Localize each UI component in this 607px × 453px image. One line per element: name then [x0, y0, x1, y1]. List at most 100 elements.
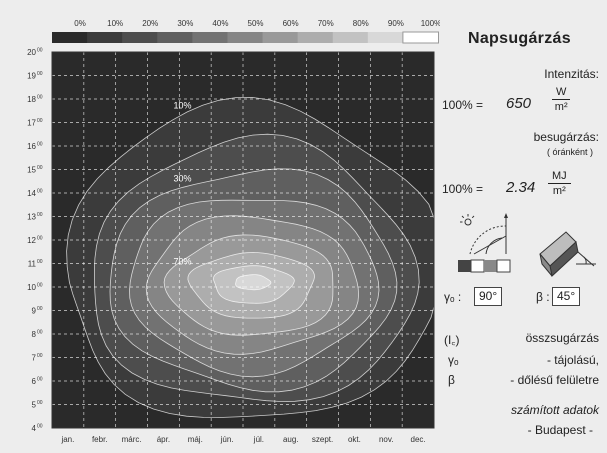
colorbar-tick-label: 10% [107, 19, 123, 28]
y-tick-label: 12 [27, 236, 36, 245]
irradiation-sub: ( óránként ) [546, 147, 593, 157]
x-tick-label: dec. [411, 435, 426, 444]
colorbar-tick-label: 100% [421, 19, 440, 28]
y-tick-suffix: 00 [37, 165, 43, 171]
colorbar-swatch [227, 32, 264, 43]
intensity-label: Intenzitás: [544, 67, 599, 81]
intensity-unit: W m² [552, 86, 571, 113]
y-tick-suffix: 00 [37, 71, 43, 77]
irradiation-label: besugárzás: [533, 130, 599, 144]
y-tick-suffix: 00 [37, 212, 43, 218]
irradiation-unit: MJ m² [548, 170, 571, 197]
orientation-sun-icon [458, 213, 511, 273]
y-tick-label: 9 [32, 307, 37, 316]
plot-border [51, 51, 435, 429]
colorbar-tick-label: 20% [142, 19, 158, 28]
y-tick-suffix: 00 [37, 259, 43, 265]
y-tick-label: 4 [32, 424, 37, 433]
x-tick-label: jún. [220, 435, 234, 444]
colorbar-tick-label: 0% [74, 19, 86, 28]
gamma-value-field: 90° [474, 287, 503, 306]
y-tick-label: 13 [27, 213, 36, 222]
footer-computed: számított adatok [510, 403, 599, 417]
colorbar-swatch [52, 32, 88, 43]
x-tick-label: júl. [253, 435, 264, 444]
y-tick-suffix: 00 [37, 424, 43, 430]
legend-sym-2: γₒ [448, 353, 459, 367]
legend-sym-3: β [448, 373, 455, 387]
y-tick-suffix: 00 [37, 306, 43, 312]
y-tick-label: 14 [27, 189, 36, 198]
irradiation-unit-num: MJ [548, 170, 571, 184]
x-tick-label: jan. [60, 435, 74, 444]
y-tick-label: 11 [28, 260, 37, 269]
colorbar-tick-label: 70% [318, 19, 334, 28]
colorbar-swatch [122, 32, 158, 43]
y-tick-label: 15 [27, 166, 36, 175]
legend-text-2: - tájolású, [546, 353, 599, 367]
legend-text-3: - dőlésű felületre [510, 373, 599, 387]
y-tick-label: 6 [32, 377, 37, 386]
irradiation-heatmap-chart: 0% 10% 20% 30% 40% 50% 60% 70% 80% 90% 100% 10% 30%… [27, 19, 440, 445]
colorbar-swatch [262, 32, 299, 43]
x-tick-label: febr. [92, 435, 108, 444]
intensity-unit-den: m² [554, 101, 568, 113]
y-tick-label: 7 [32, 354, 37, 363]
tilted-surface-icon [539, 231, 596, 277]
y-tick-suffix: 00 [37, 48, 43, 54]
y-tick-suffix: 00 [37, 400, 43, 406]
colorbar-tick-label: 60% [283, 19, 299, 28]
y-tick-label: 10 [27, 283, 36, 292]
x-tick-label: máj. [188, 435, 203, 444]
colorbar-tick-label: 50% [248, 19, 264, 28]
irradiation-unit-den: m² [552, 185, 566, 197]
y-tick-suffix: 00 [37, 236, 43, 242]
x-tick-label: okt. [348, 435, 361, 444]
colorbar-swatch [332, 32, 369, 43]
x-tick-label: ápr. [157, 435, 170, 444]
colorbar-swatch [157, 32, 193, 43]
y-tick-label: 5 [32, 401, 37, 410]
contour-label-30: 30% [174, 173, 192, 183]
plot-area: 10% 30% 70% [51, 51, 435, 429]
y-tick-label: 8 [32, 330, 37, 339]
colorbar-tick-label: 80% [353, 19, 369, 28]
colorbar: 0% 10% 20% 30% 40% 50% 60% 70% 80% 90% 100% [52, 19, 440, 44]
legend-sym-1: (I꜀) [444, 333, 460, 347]
colorbar-swatch [402, 31, 439, 44]
x-tick-label: szept. [312, 435, 333, 444]
info-panel: Napsugárzás Intenzitás: 100% = 650 W m² … [440, 0, 607, 453]
y-tick-suffix: 00 [37, 189, 43, 195]
chart-title: Napsugárzás [468, 30, 571, 47]
y-tick-suffix: 00 [37, 377, 43, 383]
y-tick-suffix: 00 [37, 95, 43, 101]
y-tick-label: 20 [27, 48, 36, 57]
y-tick-suffix: 00 [37, 283, 43, 289]
colorbar-tick-label: 40% [212, 19, 228, 28]
footer-location: - Budapest - [527, 423, 593, 437]
colorbar-swatch [192, 32, 228, 43]
y-tick-label: 18 [27, 95, 36, 104]
colorbar-swatch [297, 32, 334, 43]
y-tick-label: 16 [27, 142, 36, 151]
y-tick-suffix: 00 [37, 142, 43, 148]
y-tick-label: 19 [27, 72, 36, 81]
y-tick-suffix: 00 [37, 353, 43, 359]
axes: jan. febr. márc. ápr. máj. jún. júl. aug. szept.… [27, 48, 426, 445]
contour-label-70: 70% [174, 257, 192, 267]
intensity-prefix: 100% = [442, 98, 484, 112]
irradiation-prefix: 100% = [442, 182, 484, 196]
colorbar-tick-label: 90% [388, 19, 404, 28]
contour-band-90 [235, 274, 272, 291]
beta-label: β : [536, 290, 550, 304]
irradiation-value: 2.34 [506, 179, 536, 196]
intensity-unit-num: W [552, 86, 571, 100]
x-tick-label: nov. [379, 435, 394, 444]
colorbar-swatch [367, 32, 404, 43]
intensity-value: 650 [506, 95, 532, 112]
gamma-label: γₒ : [444, 290, 462, 304]
colorbar-tick-label: 30% [177, 19, 193, 28]
y-tick-suffix: 00 [37, 118, 43, 124]
y-tick-label: 17 [27, 119, 36, 128]
colorbar-swatch [87, 32, 123, 43]
